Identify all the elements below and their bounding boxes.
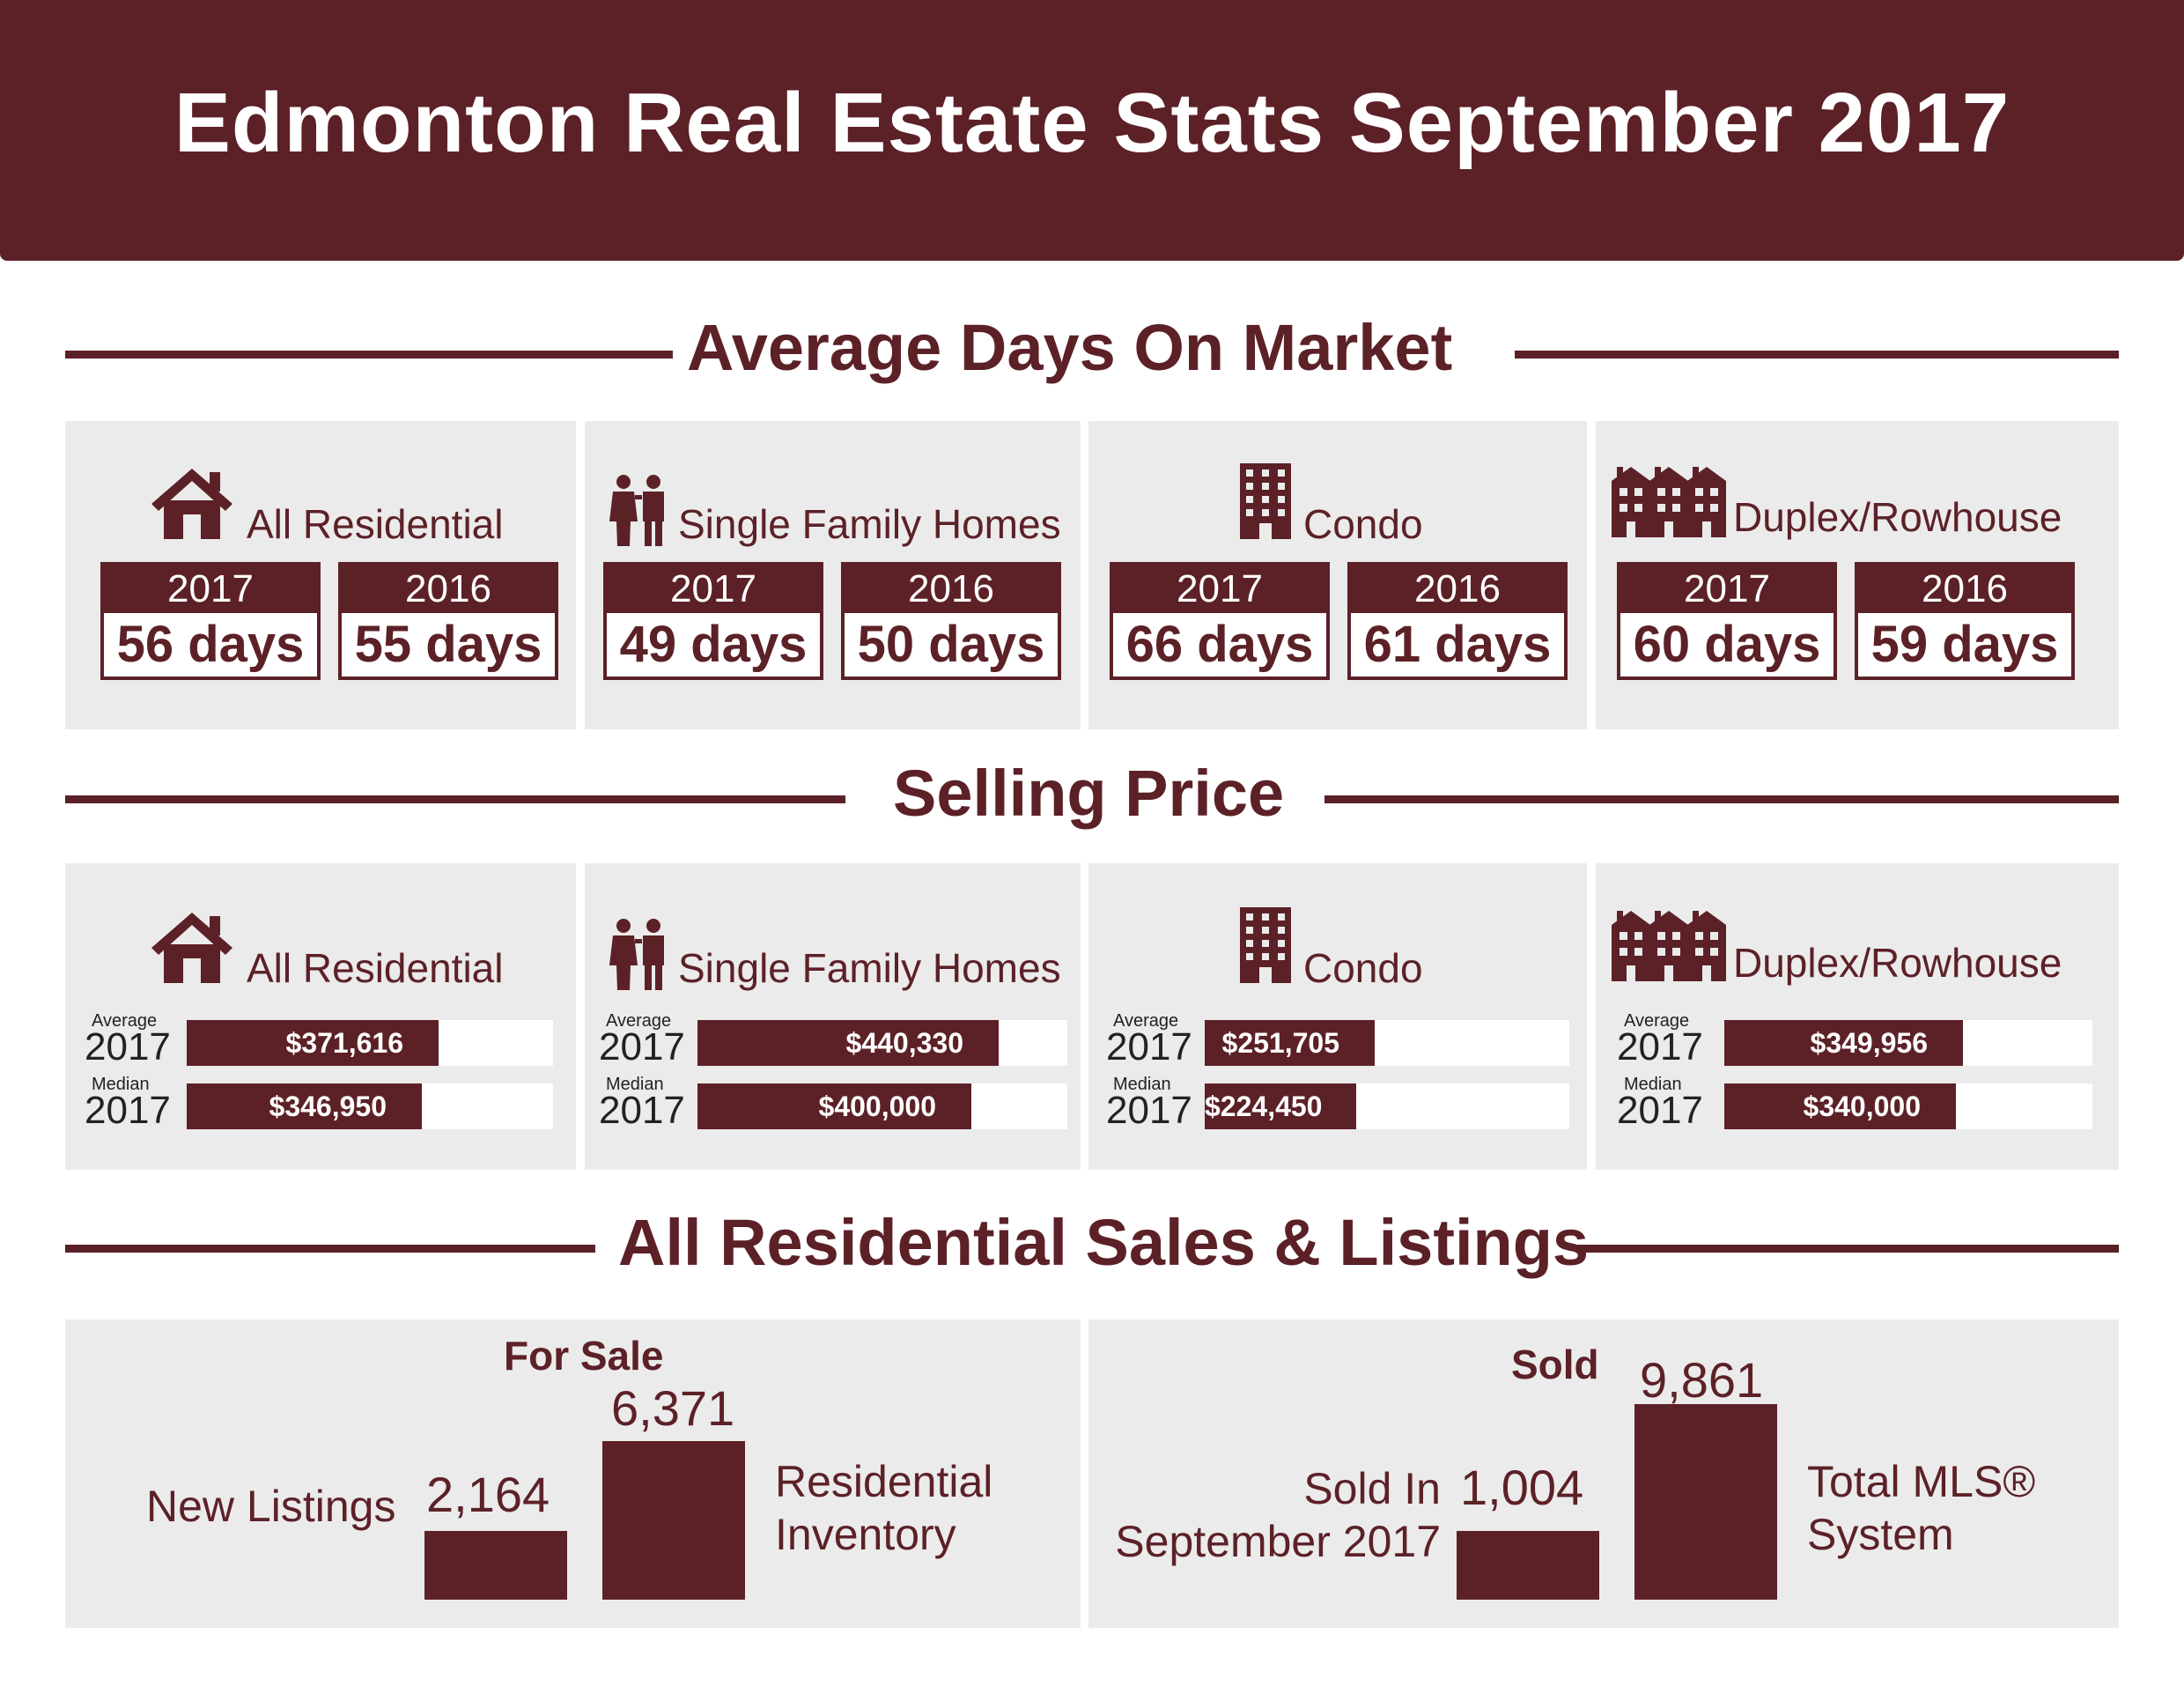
couple-icon: [609, 919, 664, 990]
sold-month-label-line2: September 2017: [1115, 1517, 1441, 1566]
new-listings-bar: [424, 1531, 567, 1600]
price-year-label: 2017: [599, 1025, 685, 1068]
median-price-bar: $346,950: [187, 1083, 422, 1129]
price-year-label: 2017: [85, 1089, 171, 1132]
price-year-label: 2017: [1106, 1089, 1192, 1132]
days-year: 2017: [104, 566, 317, 613]
days-box-2017: 2017 66 days: [1110, 562, 1330, 680]
for-sale-panel: [65, 1320, 1081, 1628]
total-mls-value: 9,861: [1640, 1352, 1764, 1408]
median-price-bar: $400,000: [697, 1083, 971, 1129]
new-listings-label: New Listings: [146, 1482, 396, 1531]
days-box-2016: 2016 61 days: [1347, 562, 1568, 680]
price-kind-label: Average: [1624, 1011, 1690, 1031]
total-mls-label-line1: Total MLS®: [1807, 1457, 2036, 1506]
rowhouse-icon: [1612, 467, 1726, 537]
average-price-bar: $349,956: [1724, 1020, 1963, 1066]
days-value: 66 days: [1125, 616, 1314, 673]
price-kind-label: Median: [92, 1075, 150, 1094]
price-kind-label: Average: [92, 1011, 158, 1031]
price-year-label: 2017: [1617, 1025, 1703, 1068]
days-year: 2016: [342, 566, 555, 613]
average-price-bar: $251,705: [1205, 1020, 1375, 1066]
condo-building-icon: [1240, 463, 1291, 539]
price-year-label: 2017: [1617, 1089, 1703, 1132]
days-value: 61 days: [1363, 616, 1552, 673]
days-box-2017: 2017 60 days: [1617, 562, 1837, 680]
section-divider-left: [65, 1245, 595, 1253]
category-label: Single Family Homes: [678, 501, 1061, 547]
sold-month-bar: [1457, 1531, 1599, 1600]
price-kind-label: Average: [606, 1011, 672, 1031]
section-title-days: Average Days On Market: [687, 311, 1453, 384]
price-year-label: 2017: [1106, 1025, 1192, 1068]
house-icon: [151, 913, 232, 983]
total-mls-label-line2: System: [1807, 1510, 1954, 1559]
sold-month-value: 1,004: [1460, 1460, 1584, 1515]
section-divider-right: [1324, 795, 2119, 803]
section-divider-right: [1578, 1245, 2119, 1253]
total-mls-label: Total MLS® System: [1807, 1455, 2035, 1561]
median-price-bar: $224,450: [1205, 1083, 1356, 1129]
days-box-2017: 2017 49 days: [603, 562, 823, 680]
category-label: All Residential: [247, 501, 504, 547]
price-year-label: 2017: [599, 1089, 685, 1132]
price-kind-label: Median: [1113, 1075, 1171, 1094]
inventory-label-line2: Inventory: [775, 1510, 956, 1559]
sold-month-label: Sold In September 2017: [1092, 1462, 1441, 1568]
section-divider-left: [65, 795, 845, 803]
house-icon: [151, 469, 232, 539]
sold-month-label-line1: Sold In: [1303, 1464, 1441, 1513]
sold-heading: Sold: [1511, 1342, 1599, 1387]
rowhouse-icon: [1612, 911, 1726, 981]
days-value: 59 days: [1870, 616, 2059, 673]
category-label: Single Family Homes: [678, 945, 1061, 991]
days-year: 2016: [845, 566, 1058, 613]
days-box-2016: 2016 59 days: [1855, 562, 2075, 680]
header-banner: Edmonton Real Estate Stats September 201…: [0, 0, 2184, 261]
section-title-sales: All Residential Sales & Listings: [618, 1206, 1590, 1279]
days-value: 55 days: [354, 616, 542, 673]
sold-panel: [1088, 1320, 2119, 1628]
days-year: 2016: [1858, 566, 2071, 613]
price-kind-label: Median: [1624, 1075, 1682, 1094]
price-kind-label: Median: [606, 1075, 664, 1094]
days-value: 50 days: [857, 616, 1045, 673]
average-price-bar: $440,330: [697, 1020, 999, 1066]
category-label: All Residential: [247, 945, 504, 991]
days-value: 56 days: [116, 616, 305, 673]
days-box-2017: 2017 56 days: [100, 562, 321, 680]
median-price-bar: $340,000: [1724, 1083, 1956, 1129]
inventory-label: Residential Inventory: [775, 1455, 992, 1561]
price-year-label: 2017: [85, 1025, 171, 1068]
category-label: Duplex/Rowhouse: [1733, 940, 2062, 986]
inventory-bar: [602, 1441, 745, 1600]
average-price-bar: $371,616: [187, 1020, 439, 1066]
couple-icon: [609, 475, 664, 546]
new-listings-value: 2,164: [426, 1467, 550, 1522]
days-year: 2016: [1351, 566, 1564, 613]
section-divider-left: [65, 351, 673, 359]
inventory-label-line1: Residential: [775, 1457, 993, 1506]
total-mls-bar: [1634, 1404, 1777, 1600]
condo-building-icon: [1240, 907, 1291, 983]
page-title: Edmonton Real Estate Stats September 201…: [173, 76, 2011, 170]
days-year: 2017: [1620, 566, 1834, 613]
section-title-price: Selling Price: [893, 757, 1285, 830]
days-box-2016: 2016 50 days: [841, 562, 1061, 680]
category-label: Condo: [1303, 501, 1423, 547]
days-box-2016: 2016 55 days: [338, 562, 558, 680]
days-year: 2017: [1113, 566, 1326, 613]
days-value: 60 days: [1633, 616, 1821, 673]
category-label: Condo: [1303, 945, 1423, 991]
for-sale-heading: For Sale: [504, 1333, 664, 1379]
section-divider-right: [1515, 351, 2119, 359]
price-kind-label: Average: [1113, 1011, 1179, 1031]
inventory-value: 6,371: [611, 1380, 735, 1436]
days-value: 49 days: [619, 616, 808, 673]
category-label: Duplex/Rowhouse: [1733, 494, 2062, 540]
days-year: 2017: [607, 566, 820, 613]
